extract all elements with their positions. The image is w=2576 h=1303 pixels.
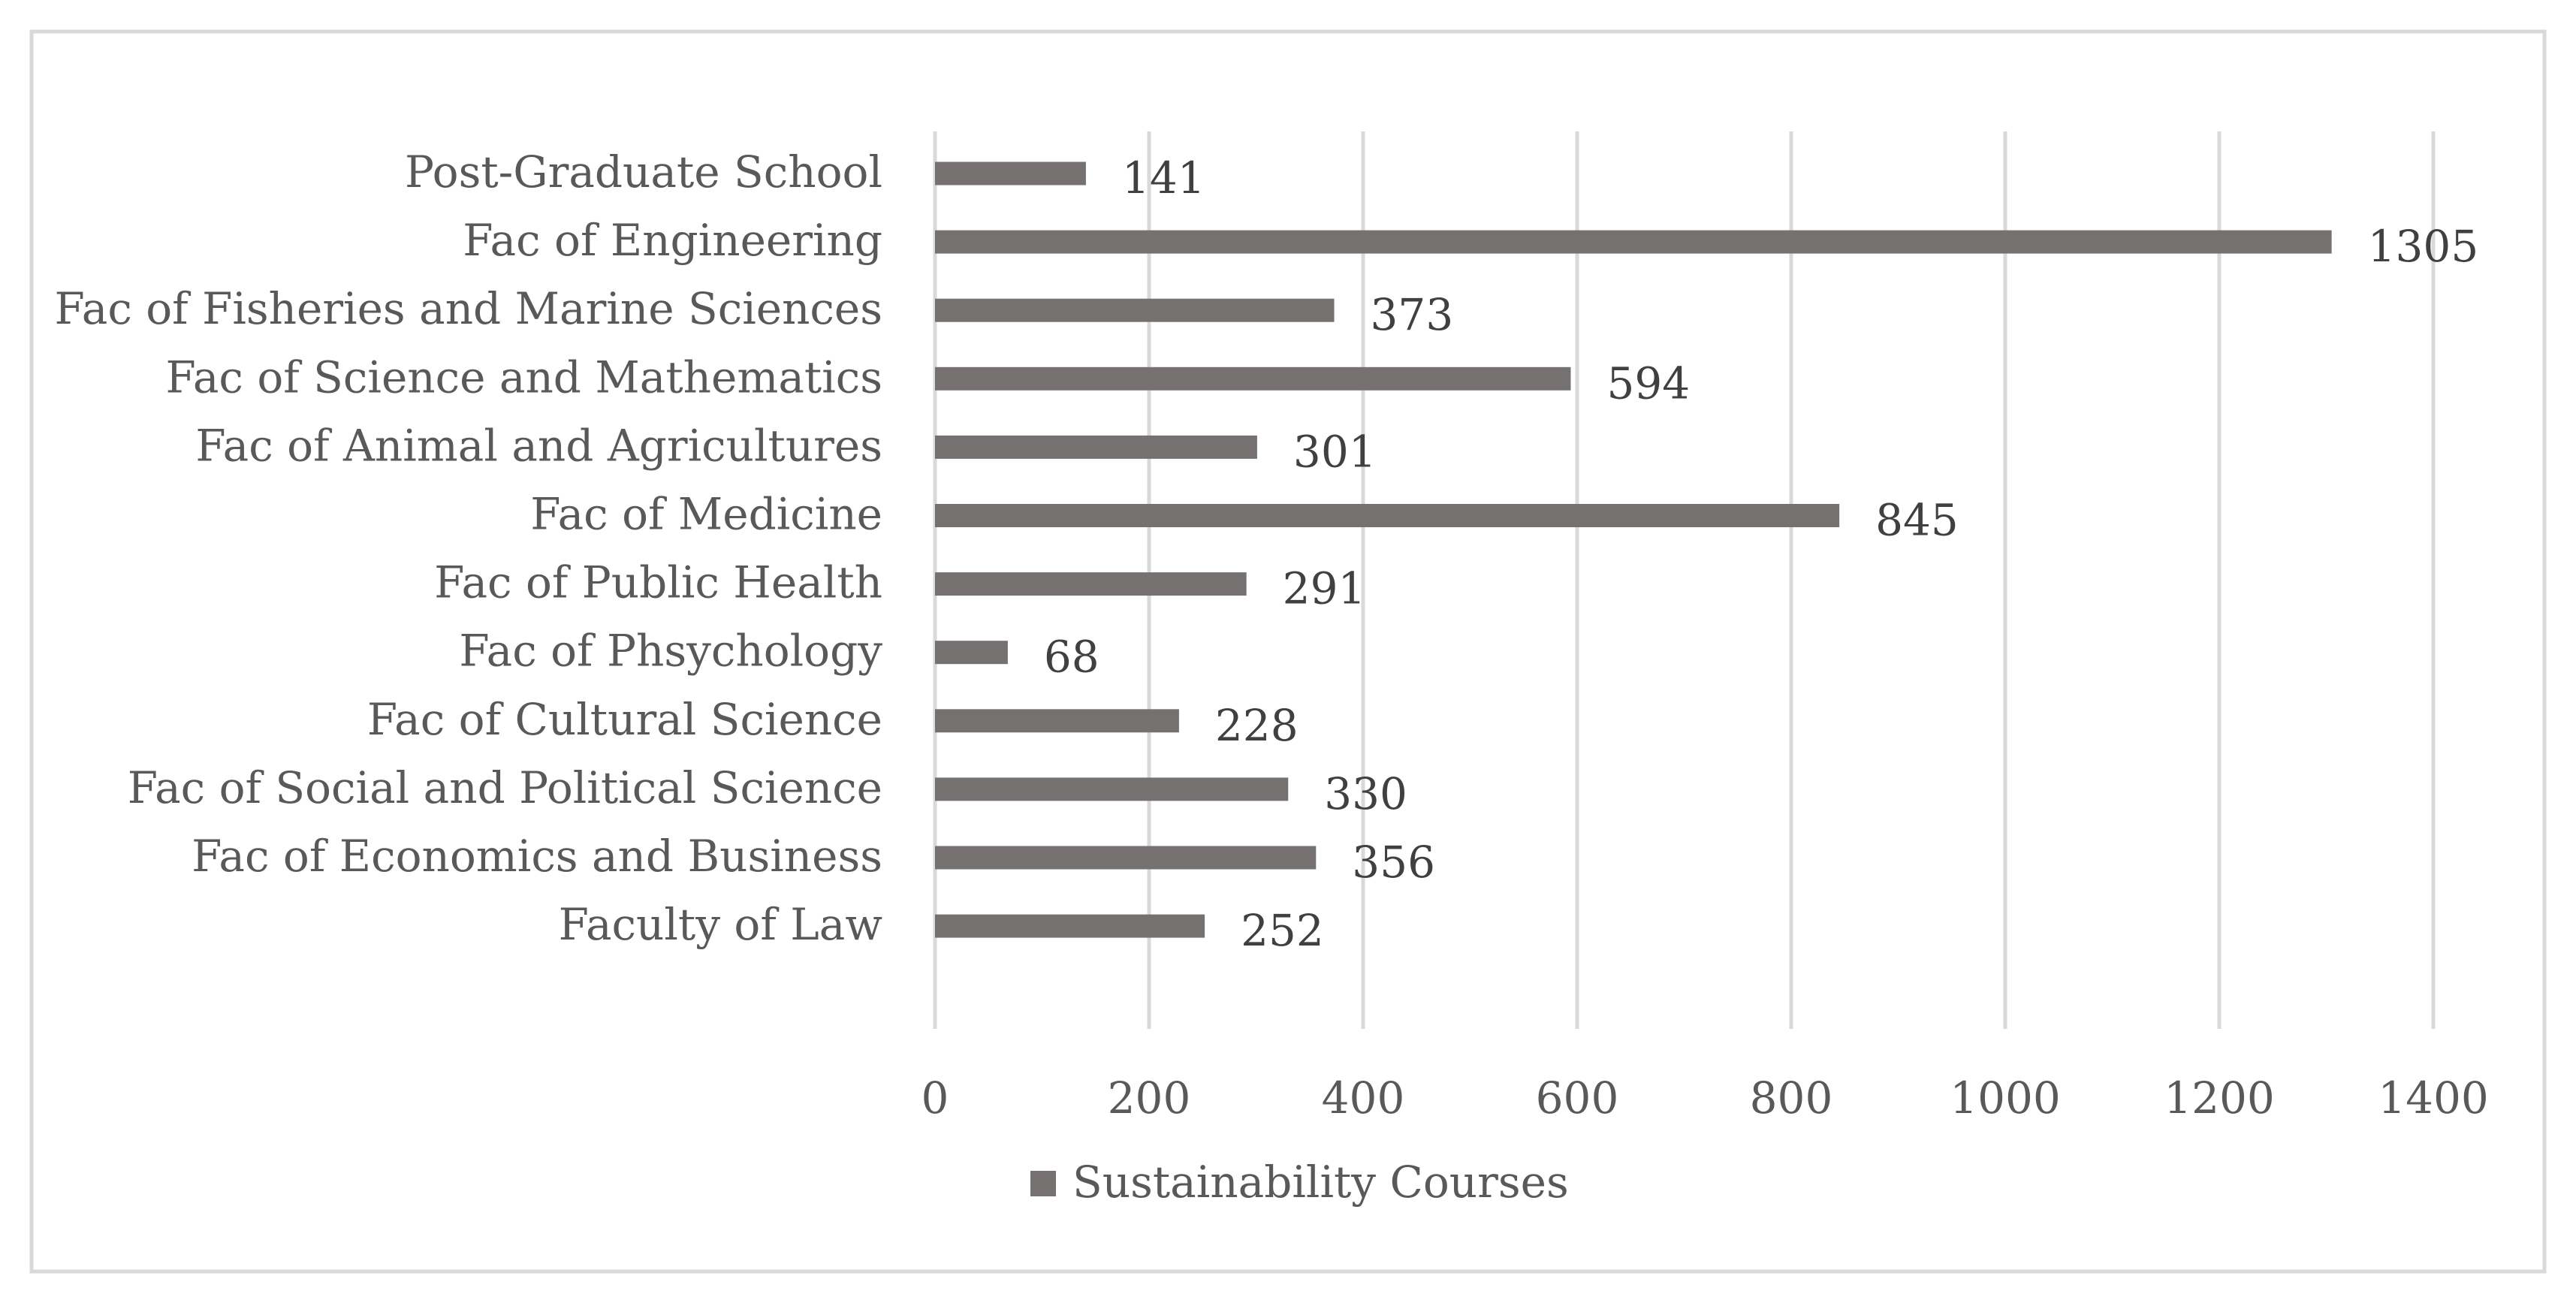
x-tick-label: 0 xyxy=(922,1072,949,1124)
bars xyxy=(935,161,2332,938)
x-tick-label: 800 xyxy=(1750,1072,1833,1124)
data-label: 291 xyxy=(1283,563,1366,614)
data-label: 356 xyxy=(1352,837,1435,888)
category-label: Post-Graduate School xyxy=(405,146,882,198)
data-label: 141 xyxy=(1122,152,1205,204)
category-label: Fac of Cultural Science xyxy=(367,694,882,745)
category-label: Fac of Animal and Agricultures xyxy=(195,420,882,471)
data-labels: 141 1305 373 594 301 845 291 68 228 330 356 252 xyxy=(1044,152,2478,956)
gridlines xyxy=(933,131,2436,1029)
x-tick-label: 400 xyxy=(1322,1072,1405,1124)
legend-swatch xyxy=(1030,1171,1056,1196)
bar-6 xyxy=(935,572,1247,596)
data-label: 330 xyxy=(1324,768,1407,819)
bar-2 xyxy=(935,298,1335,322)
bar-9 xyxy=(935,777,1289,801)
category-label: Fac of Fisheries and Marine Sciences xyxy=(54,283,882,334)
bar-0 xyxy=(935,161,1086,185)
data-label: 1305 xyxy=(2368,221,2479,272)
bar-7 xyxy=(935,641,1008,665)
x-tick-label: 200 xyxy=(1108,1072,1191,1124)
category-label: Faculty of Law xyxy=(559,899,882,950)
data-label: 373 xyxy=(1371,289,1454,340)
data-label: 68 xyxy=(1044,632,1099,683)
bar-4 xyxy=(935,435,1257,459)
category-label: Fac of Engineering xyxy=(463,215,882,266)
legend: Sustainability Courses xyxy=(1030,1157,1569,1208)
category-labels: Post-Graduate School Fac of Engineering Fa… xyxy=(54,146,882,950)
data-label: 845 xyxy=(1875,495,1959,546)
bar-8 xyxy=(935,709,1179,733)
x-tick-label: 1000 xyxy=(1950,1072,2061,1124)
category-label: Fac of Economics and Business xyxy=(192,831,882,882)
bar-10 xyxy=(935,846,1317,870)
category-label: Fac of Social and Political Science xyxy=(128,762,882,813)
data-label: 594 xyxy=(1606,357,1690,409)
x-tick-label: 600 xyxy=(1536,1072,1619,1124)
bar-1 xyxy=(935,230,2332,254)
bar-5 xyxy=(935,504,1840,527)
x-tick-label: 1200 xyxy=(2164,1072,2275,1124)
data-label: 301 xyxy=(1293,426,1377,477)
category-label: Fac of Medicine xyxy=(530,489,882,540)
category-label: Fac of Science and Mathematics xyxy=(166,351,882,403)
x-axis-tick-labels: 0 200 400 600 800 1000 1200 1400 xyxy=(922,1072,2489,1124)
bar-11 xyxy=(935,914,1205,938)
bar-3 xyxy=(935,366,1571,391)
data-label: 252 xyxy=(1241,905,1324,956)
data-label: 228 xyxy=(1215,700,1299,751)
legend-label: Sustainability Courses xyxy=(1072,1157,1569,1208)
category-label: Fac of Phsychology xyxy=(459,626,882,677)
x-tick-label: 1400 xyxy=(2378,1072,2489,1124)
category-label: Fac of Public Health xyxy=(434,557,882,608)
